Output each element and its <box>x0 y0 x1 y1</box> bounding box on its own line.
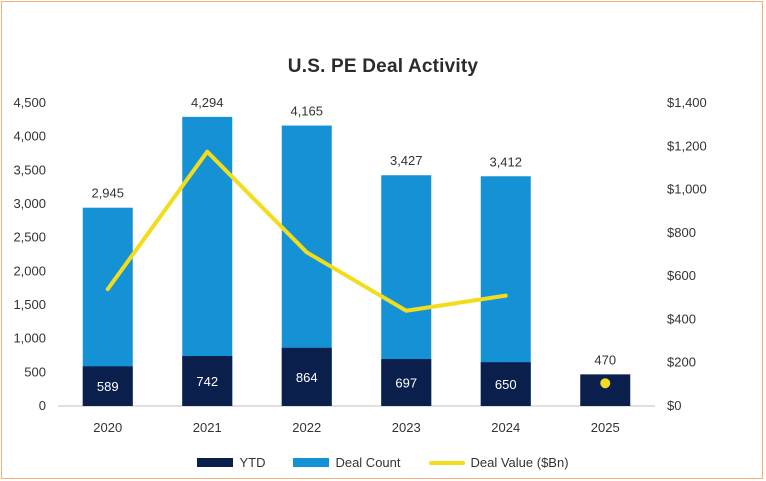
y-left-tick-label: 500 <box>24 364 46 379</box>
ytd-data-label: 742 <box>196 374 218 389</box>
y-left-tick-label: 4,500 <box>13 95 46 110</box>
deal-count-data-label: 3,427 <box>390 153 423 168</box>
chart-title: U.S. PE Deal Activity <box>287 56 479 77</box>
legend-swatch-deal-value <box>428 460 465 465</box>
y-left-tick-label: 3,000 <box>13 196 46 211</box>
x-tick-label: 2021 <box>193 420 222 435</box>
deal-count-data-label: 4,165 <box>290 104 323 119</box>
y-right-tick-label: $1,400 <box>667 95 707 110</box>
ytd-data-label: 697 <box>395 376 417 391</box>
ytd-data-label: 589 <box>97 379 119 394</box>
deal-count-data-label: 4,294 <box>191 95 224 110</box>
ytd-bar <box>281 347 332 406</box>
legend-swatch-deal-count <box>293 458 330 467</box>
x-tick-label: 2020 <box>93 420 122 435</box>
legend-label-deal-value: Deal Value ($Bn) <box>470 455 569 470</box>
legend-item-ytd: YTD <box>197 455 265 470</box>
deal-count-data-label: 470 <box>594 352 616 367</box>
deal-value-line <box>105 149 508 313</box>
y-right-tick-label: $1,000 <box>667 182 707 197</box>
y-left-tick-label: 2,000 <box>13 263 46 278</box>
legend-item-deal-value: Deal Value ($Bn) <box>428 455 569 470</box>
y-left-tick-label: 2,500 <box>13 230 46 245</box>
y-right-tick-label: $0 <box>667 398 681 413</box>
x-tick-label: 2025 <box>591 420 620 435</box>
ytd-bar <box>480 362 531 406</box>
deal-count-data-label: 2,945 <box>91 186 124 201</box>
ytd-bar <box>182 356 233 406</box>
chart-legend: YTD Deal Count Deal Value ($Bn) <box>0 455 766 470</box>
y-left-tick-label: 4,000 <box>13 129 46 144</box>
y-right-tick-label: $600 <box>667 268 696 283</box>
x-tick-label: 2024 <box>491 420 520 435</box>
y-left-tick-label: 1,500 <box>13 297 46 312</box>
legend-label-deal-count: Deal Count <box>335 455 401 470</box>
legend-item-deal-count: Deal Count <box>293 455 401 470</box>
legend-label-ytd: YTD <box>239 455 266 470</box>
ytd-data-label: 864 <box>296 370 318 385</box>
ytd-bar <box>82 366 133 406</box>
x-tick-label: 2023 <box>392 420 421 435</box>
y-left-tick-label: 3,500 <box>13 162 46 177</box>
x-tick-label: 2022 <box>292 420 321 435</box>
ytd-bar <box>381 359 432 406</box>
deal-count-data-label: 3,412 <box>489 154 522 169</box>
y-right-tick-label: $400 <box>667 311 696 326</box>
y-right-tick-label: $1,200 <box>667 138 707 153</box>
y-left-tick-label: 1,000 <box>13 331 46 346</box>
y-right-tick-label: $800 <box>667 225 696 240</box>
legend-swatch-ytd <box>197 458 234 467</box>
deal-value-point <box>600 378 611 389</box>
y-right-tick-label: $200 <box>667 355 696 370</box>
y-left-tick-label: 0 <box>39 398 46 413</box>
ytd-data-label: 650 <box>495 377 517 392</box>
